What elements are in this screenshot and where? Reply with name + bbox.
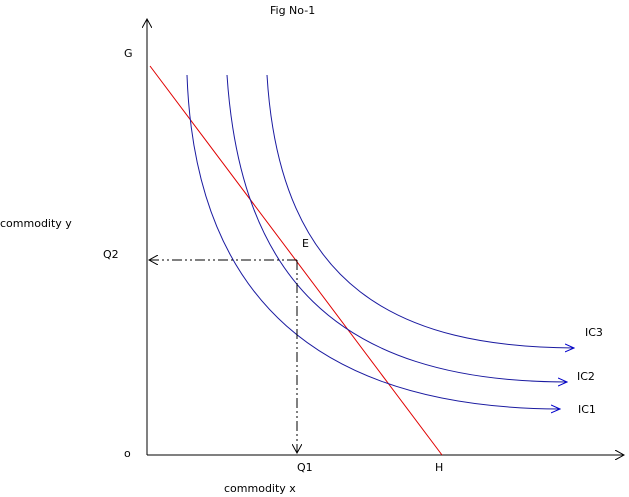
curve-label: IC1 [578,403,596,416]
y-point-label: Q2 [103,248,119,261]
x-end-label: H [435,461,443,474]
ic2-curve [226,74,567,382]
curve-label: IC2 [577,370,595,383]
x-axis-label: commodity x [224,482,296,495]
ic1-curve [186,74,560,409]
ic3-curve [266,74,574,348]
x-point-label: Q1 [297,461,313,474]
y-axis-label: commodity y [0,217,72,230]
curve-label: IC3 [585,326,603,339]
title: Fig No-1 [270,4,315,17]
origin-label: o [124,447,131,460]
y-top-label: G [124,47,133,60]
equilibrium-label: E [302,237,309,250]
